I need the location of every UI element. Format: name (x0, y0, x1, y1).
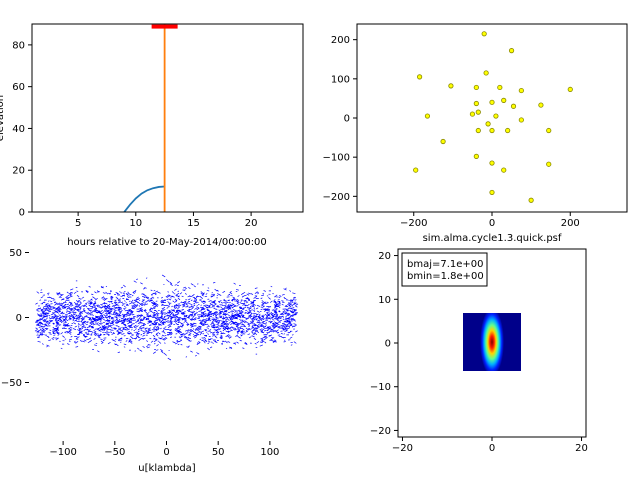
antenna-point (489, 160, 495, 166)
uv-xtick-label: −100 (49, 447, 76, 458)
antenna-point (501, 97, 507, 103)
antenna-point (489, 99, 495, 105)
elevation-line (123, 185, 165, 212)
antenna-layout-chart: −200 0 200 −200 −100 0 100 200 sim.alma.cycle1.… (323, 23, 628, 244)
antenna-point (440, 138, 446, 145)
antenna-ytick-label: 100 (331, 74, 350, 85)
antenna-point (473, 84, 479, 91)
beam-image (480, 313, 504, 371)
antenna-point (448, 83, 454, 89)
uv-ytick-label: 50 (9, 248, 22, 259)
uv-tracks (34, 274, 299, 361)
antenna-point (493, 113, 499, 119)
elevation-xtick-label: 10 (129, 218, 142, 229)
elevation-xtick-label: 15 (187, 218, 200, 229)
antenna-xtick-label: 200 (561, 218, 580, 229)
uv-xtick-label: −50 (104, 447, 125, 458)
beam-xtick-label: 20 (575, 443, 588, 454)
elevation-ytick-label: 0 (19, 208, 25, 219)
antenna-point (567, 86, 573, 93)
elevation-xtick-label: 20 (245, 218, 258, 229)
antenna-point (546, 127, 552, 134)
uv-coverage-chart: −100 −50 0 50 100 −50 0 50 u[klambda] (1, 248, 299, 474)
beam-ytick-label: 0 (385, 339, 391, 350)
elevation-xlabel: hours relative to 20-May-2014/00:00:00 (67, 237, 267, 248)
antenna-ytick-label: −200 (323, 192, 350, 203)
elevation-ylabel: elevation (0, 95, 6, 141)
antenna-point (497, 84, 503, 91)
uv-coverage-xlabel: u[klambda] (138, 463, 196, 474)
beam-ytick-label: −10 (370, 382, 391, 393)
uv-xtick-label: 50 (212, 447, 225, 458)
antenna-point (528, 197, 534, 203)
uv-ytick-label: 0 (16, 313, 22, 324)
elevation-xtick-label: 5 (75, 218, 81, 229)
beam-ytick-label: 10 (378, 295, 391, 306)
antenna-point (424, 113, 431, 119)
antenna-point (518, 117, 524, 123)
beam-legend-bmin: bmin=1.8e+00 (407, 271, 484, 282)
uv-ytick-label: −50 (1, 378, 22, 389)
antenna-point (510, 103, 517, 109)
antenna-point (505, 127, 511, 134)
beam-legend-bmaj: bmaj=7.1e+00 (407, 259, 484, 270)
elevation-marker (151, 24, 178, 29)
beam-xtick-label: −20 (392, 443, 413, 454)
elevation-ytick-label: 20 (12, 166, 25, 177)
antenna-point (473, 100, 479, 107)
beam-chart: −20 0 20 −20 −10 0 10 20 bmaj=7.1e+00 bmin=1.8e… (370, 248, 588, 454)
antenna-point (546, 161, 552, 167)
elevation-ytick-label: 80 (12, 40, 25, 51)
antenna-layout-title: sim.alma.cycle1.3.quick.psf (423, 233, 562, 244)
antenna-point (473, 153, 479, 159)
antenna-ytick-label: −100 (323, 153, 350, 164)
antenna-point (475, 109, 481, 115)
elevation-ytick-label: 40 (12, 124, 25, 135)
beam-ytick-label: −20 (370, 426, 391, 437)
antenna-ytick-label: 200 (331, 35, 350, 46)
antenna-point (489, 189, 495, 196)
beam-ytick-label: 20 (378, 251, 391, 262)
uv-xtick-label: 0 (163, 447, 169, 458)
antenna-point (518, 87, 524, 94)
antenna-point (501, 167, 507, 173)
beam-legend (401, 252, 488, 287)
antenna-point (417, 74, 423, 80)
uv-xtick-label: 100 (260, 447, 279, 458)
antenna-xtick-label: 0 (489, 218, 495, 229)
beam-xtick-label: 0 (489, 443, 495, 454)
antenna-point (475, 127, 481, 134)
antenna-point (538, 102, 544, 108)
antenna-point (469, 111, 476, 117)
antenna-xtick-label: −200 (400, 218, 427, 229)
antenna-point (485, 121, 491, 127)
antenna-point (508, 48, 515, 54)
elevation-ytick-label: 60 (12, 82, 25, 93)
antenna-point (483, 70, 489, 76)
antenna-point (481, 31, 487, 37)
elevation-chart: 5 10 15 20 0 20 40 60 80 hours relative to 20-Ma… (0, 23, 304, 248)
antenna-ytick-label: 0 (344, 114, 350, 125)
antenna-point (413, 167, 419, 173)
antenna-point (489, 127, 495, 134)
